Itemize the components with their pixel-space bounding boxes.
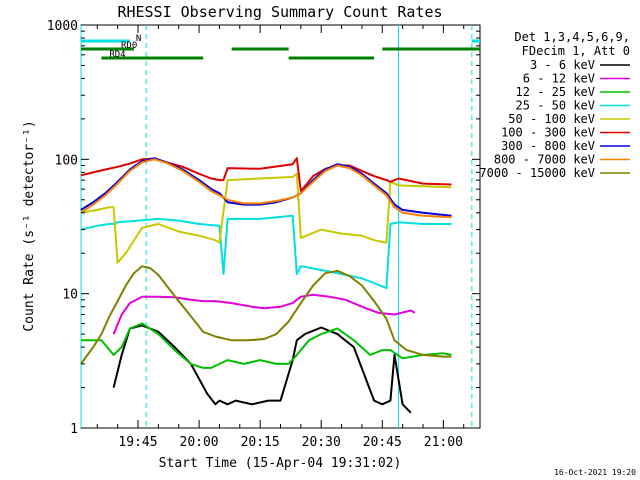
legend-label: 7000 - 15000 keV [479, 166, 595, 180]
series-line [80, 158, 452, 219]
y-tick-label: 1000 [47, 19, 78, 34]
reference-lines [80, 25, 473, 428]
legend-header-line-2: FDecim 1, Att 0 [522, 44, 630, 58]
legend-label: 50 - 100 keV [508, 112, 595, 126]
plot-frame [80, 24, 481, 429]
x-tick-label: 19:45 [118, 435, 157, 450]
legend-label: 3 - 6 keV [530, 58, 595, 72]
series-line [112, 293, 416, 335]
legend-label: 25 - 50 keV [516, 99, 595, 113]
y-tick-label: 100 [55, 153, 78, 168]
y-tick-label: 1 [70, 422, 78, 437]
series-line [112, 324, 412, 414]
x-tick-label: 21:00 [424, 435, 463, 450]
x-axis: 19:45 20:00 20:15 20:30 20:45 21:00 [96, 25, 465, 450]
chart-title: RHESSI Observing Summary Count Rates [117, 3, 442, 21]
series-layer [80, 157, 452, 414]
series-line [80, 265, 452, 365]
series-line [80, 172, 452, 264]
x-tick-label: 20:30 [302, 435, 341, 450]
legend-label: 300 - 800 keV [501, 139, 595, 153]
flag-label-rd0: RD0 [121, 41, 137, 51]
flag-label-rd4: RD4 [109, 50, 125, 60]
legend-label: 6 - 12 keV [523, 72, 595, 86]
legend-header-line-1: Det 1,3,4,5,6,9, [514, 30, 630, 44]
series-line [80, 157, 452, 217]
series-line [80, 214, 452, 290]
legend: Det 1,3,4,5,6,9, FDecim 1, Att 0 3 - 6 k… [479, 30, 630, 180]
legend-label: 12 - 25 keV [516, 85, 595, 99]
series-line [81, 322, 452, 369]
y-tick-label: 10 [62, 288, 78, 303]
x-tick-label: 20:00 [180, 435, 219, 450]
legend-label: 800 - 7000 keV [494, 153, 595, 167]
series-line [80, 157, 452, 193]
footer-timestamp: 16-Oct-2021 19:20 [554, 468, 636, 477]
legend-label: 100 - 300 keV [501, 126, 595, 140]
flag-label-n: N [136, 34, 141, 44]
x-tick-label: 20:45 [363, 435, 402, 450]
y-axis: 1 10 100 1000 [47, 19, 480, 437]
x-tick-label: 20:15 [241, 435, 280, 450]
y-axis-label: Count Rate (s⁻¹ detector⁻¹) [22, 120, 37, 331]
x-axis-label: Start Time (15-Apr-04 19:31:02) [159, 456, 402, 471]
